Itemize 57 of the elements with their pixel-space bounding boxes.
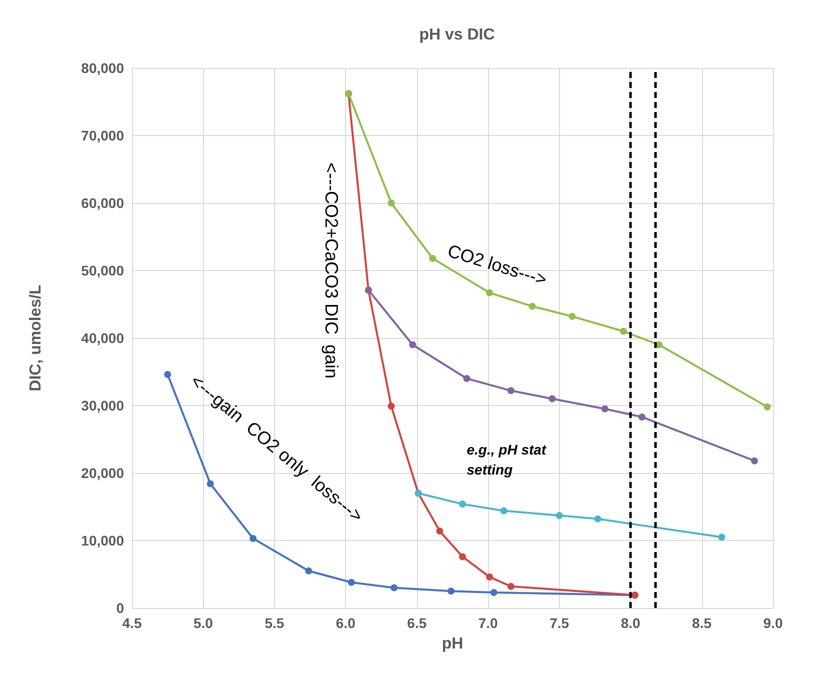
y-tick-label: 80,000 [81,60,124,76]
point [718,534,726,541]
y-tick-label: 20,000 [81,465,124,481]
x-tick-label: 7.5 [550,615,570,631]
x-tick-label: 5.5 [264,615,284,631]
point [601,405,608,412]
point [429,254,436,262]
point [164,370,172,378]
annotation: e.g., pH stat setting [466,442,550,478]
point [568,312,576,320]
point [206,480,214,488]
point [409,341,416,348]
point [388,402,395,410]
y-tick-label: 50,000 [81,262,124,278]
point [500,507,508,514]
y-axis-title: DIC, umoles/L [28,284,44,392]
y-tick-label: 40,000 [81,330,124,346]
x-tick-label: 6.5 [407,615,427,631]
annotation: CO2 loss---> [445,240,550,290]
point [594,515,602,522]
point [764,403,771,410]
annotation: <---CO2+CaCO3 DIC gain [321,162,342,379]
y-tick-label: 60,000 [81,195,124,211]
x-tick-label: 6.0 [336,615,356,631]
y-tick-label: 70,000 [81,128,124,144]
point [556,512,563,520]
point [548,395,556,402]
point [507,582,514,590]
y-tick-label: 10,000 [81,532,124,548]
point [528,302,536,310]
point [638,413,646,420]
x-tick-label: 7.0 [478,615,498,631]
point [436,528,444,535]
point [620,328,627,335]
point [490,588,498,596]
point [250,534,257,542]
point [750,457,758,464]
point [305,567,312,574]
point [390,584,398,592]
point [388,200,395,206]
point [458,500,466,508]
x-tick-label: 9.0 [763,615,783,631]
y-tick-label: 30,000 [81,398,124,414]
point [448,588,455,595]
x-tick-label: 8.0 [620,615,640,631]
x-tick-label: 5.0 [193,615,214,631]
y-tick-label: 0 [116,600,124,616]
x-tick-label: 4.5 [122,615,142,631]
x-axis-title: pH [442,636,464,652]
point [507,387,514,394]
point [463,375,470,382]
x-tick-label: 8.5 [692,615,712,631]
chart-title: pH vs DIC [419,26,496,44]
point [458,553,466,560]
point [486,573,494,580]
point [348,578,355,586]
point [486,289,494,296]
